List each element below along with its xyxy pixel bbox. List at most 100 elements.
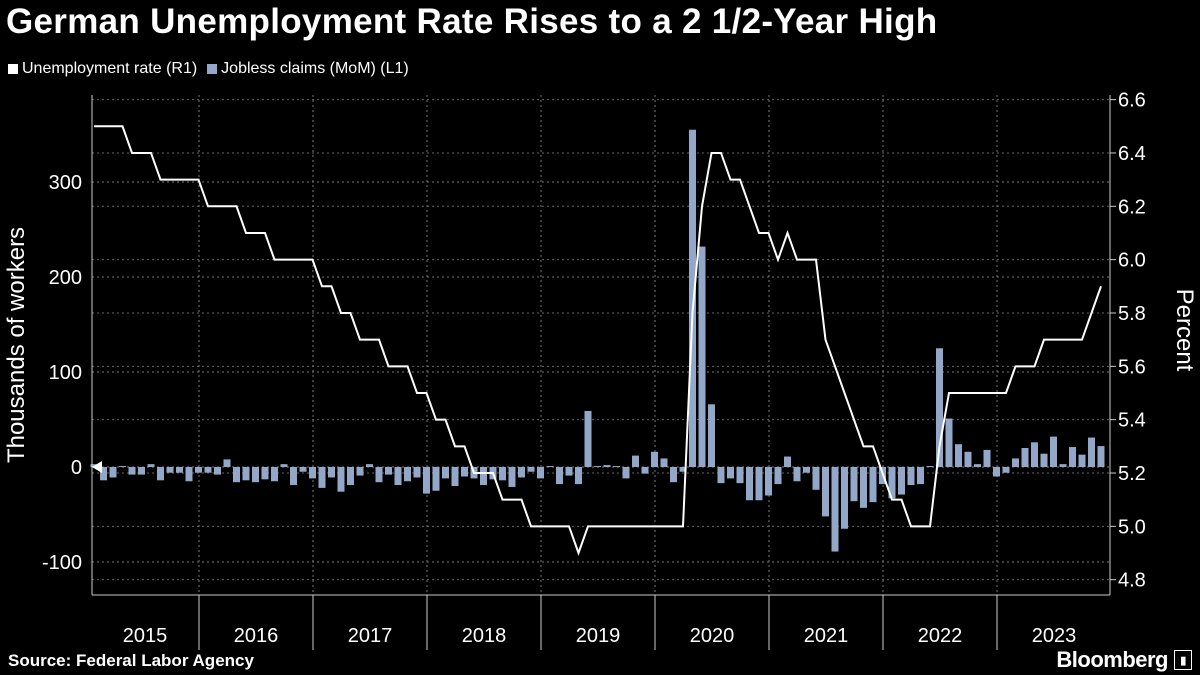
claims-bar	[1059, 464, 1067, 467]
left-axis-label: Thousands of workers	[3, 227, 30, 463]
right-tick-label: 5.8	[1118, 303, 1146, 325]
gridlines	[92, 95, 1110, 595]
legend-label-rate: Unemployment rate (R1)	[22, 60, 198, 77]
legend-swatch-rate	[8, 64, 18, 74]
claims-bar	[356, 467, 364, 476]
claims-bar	[375, 467, 383, 483]
claims-bar	[442, 467, 449, 479]
claims-bar	[347, 467, 354, 486]
claims-bar	[461, 467, 468, 477]
left-tick-label: 100	[49, 362, 82, 384]
claims-bar	[727, 467, 734, 479]
axes: -100 0 100 200 300 4.8 5.0 5.2 5.4 5.6 5.8 6.0 6.2 6.…	[42, 90, 1146, 650]
claims-bar	[841, 467, 848, 529]
claims-bar	[366, 464, 373, 467]
claims-bars	[90, 129, 1105, 552]
claims-bar	[138, 467, 145, 475]
claims-bar	[109, 467, 117, 478]
claims-bar	[451, 467, 459, 486]
claims-bar	[594, 466, 601, 468]
brand-name: Bloomberg	[1056, 647, 1168, 672]
right-tick-label: 6.4	[1118, 143, 1146, 165]
claims-bar	[147, 464, 155, 467]
claims-bar	[584, 410, 592, 467]
right-tick-label: 5.0	[1118, 516, 1146, 538]
claims-bar	[869, 467, 877, 503]
claims-bar	[214, 467, 221, 475]
claims-bar	[613, 466, 620, 468]
claims-bar	[280, 464, 288, 467]
claims-bar	[888, 467, 896, 499]
right-tick-label: 6.6	[1118, 90, 1146, 112]
claims-bar	[632, 455, 639, 467]
claims-bar	[907, 467, 915, 486]
right-tick-label: 6.0	[1118, 250, 1146, 272]
left-tick-label: -100	[42, 552, 82, 574]
claims-bar	[926, 466, 934, 468]
claims-bar	[689, 129, 696, 467]
claims-bar	[176, 467, 183, 473]
claims-bar	[1021, 448, 1029, 467]
claims-bar	[537, 467, 544, 479]
claims-bar	[328, 467, 335, 478]
claims-bar	[983, 449, 991, 467]
claims-bar	[917, 467, 924, 485]
claims-bar	[546, 466, 554, 468]
claims-bar	[803, 467, 810, 473]
claims-bar	[1097, 446, 1105, 467]
right-tick-label: 5.2	[1118, 463, 1146, 485]
claims-bar	[128, 467, 136, 475]
claims-bar	[480, 467, 487, 486]
right-axis-label: Percent	[1171, 289, 1198, 372]
legend-item-claims: Jobless claims (MoM) (L1)	[207, 60, 409, 78]
claims-bar	[556, 467, 563, 485]
rate-line	[94, 125, 1102, 556]
claims-bar	[575, 467, 582, 485]
right-tick-label: 5.6	[1118, 356, 1146, 378]
claims-bar	[166, 467, 174, 473]
claims-bar	[518, 467, 525, 478]
claims-bar	[527, 467, 535, 472]
x-tick-label: 2019	[576, 625, 621, 647]
left-tick-label: 300	[49, 172, 82, 194]
claims-bar	[195, 467, 202, 473]
claims-bar	[708, 404, 715, 467]
claims-bar	[945, 418, 953, 467]
claims-bar	[736, 467, 744, 484]
x-tick-label: 2017	[348, 625, 393, 647]
claims-bar	[993, 467, 1000, 477]
claims-bar	[717, 467, 725, 484]
claims-bar	[774, 467, 782, 485]
claims-bar	[755, 467, 763, 501]
claims-bar	[898, 467, 905, 495]
claims-bar	[974, 464, 981, 467]
claims-bar	[223, 459, 231, 467]
legend-label-claims: Jobless claims (MoM) (L1)	[221, 60, 409, 77]
claims-bar	[299, 467, 307, 472]
legend-swatch-claims	[207, 64, 218, 74]
claims-bar	[1078, 454, 1086, 467]
chart-title: German Unemployment Rate Rises to a 2 1/…	[6, 2, 938, 41]
right-tick-label: 6.2	[1118, 196, 1146, 218]
claims-bar	[1088, 437, 1095, 467]
claims-bar	[394, 467, 402, 486]
claims-bar	[290, 467, 297, 486]
legend: Unemployment rate (R1) Jobless claims (M…	[8, 60, 409, 78]
claims-bar	[822, 467, 829, 517]
claims-bar	[812, 467, 820, 490]
claims-bar	[261, 467, 269, 480]
x-tick-label: 2022	[918, 625, 963, 647]
left-tick-label: 200	[49, 267, 82, 289]
claims-bar	[850, 467, 858, 502]
claims-bar	[1012, 458, 1019, 467]
claims-bar	[603, 465, 611, 467]
claims-bar	[746, 467, 753, 501]
legend-item-rate: Unemployment rate (R1)	[8, 60, 197, 78]
x-tick-label: 2021	[804, 625, 849, 647]
bloomberg-mark-icon: ▮	[1174, 650, 1192, 670]
claims-bar	[698, 246, 706, 467]
claims-bar	[157, 467, 164, 481]
claims-bar	[622, 467, 630, 479]
claims-bar	[679, 467, 687, 472]
